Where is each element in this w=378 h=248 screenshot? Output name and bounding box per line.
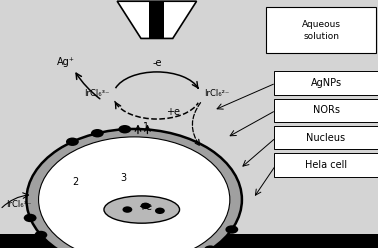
FancyBboxPatch shape: [274, 126, 378, 149]
Polygon shape: [149, 1, 164, 38]
Circle shape: [122, 206, 132, 213]
Circle shape: [66, 138, 79, 146]
Ellipse shape: [104, 196, 180, 223]
Text: NORs: NORs: [313, 105, 339, 115]
Text: 2: 2: [72, 177, 78, 187]
Circle shape: [225, 225, 238, 234]
Text: Hela cell: Hela cell: [305, 160, 347, 170]
FancyBboxPatch shape: [274, 98, 378, 122]
Circle shape: [26, 129, 242, 248]
Text: AgNPs: AgNPs: [310, 78, 342, 88]
Circle shape: [24, 214, 37, 222]
Polygon shape: [117, 1, 197, 38]
Text: Ag⁺: Ag⁺: [57, 57, 75, 67]
Circle shape: [155, 208, 165, 214]
Text: IrCl₆²⁻: IrCl₆²⁻: [204, 89, 229, 97]
Bar: [0, 234, 378, 248]
Circle shape: [91, 129, 104, 137]
Text: +e: +e: [166, 107, 180, 117]
Text: IrCl₆³⁻: IrCl₆³⁻: [84, 89, 110, 97]
Circle shape: [204, 246, 217, 248]
FancyBboxPatch shape: [266, 7, 376, 53]
Circle shape: [141, 203, 150, 209]
FancyBboxPatch shape: [274, 71, 378, 95]
Text: Aqueous
solution: Aqueous solution: [302, 20, 341, 41]
Circle shape: [39, 137, 230, 248]
Text: -e: -e: [152, 58, 162, 68]
FancyBboxPatch shape: [274, 153, 378, 177]
Text: +e: +e: [138, 202, 153, 212]
Text: 1: 1: [143, 122, 149, 131]
Text: IrCl₆³⁻: IrCl₆³⁻: [6, 200, 31, 209]
Circle shape: [34, 231, 47, 239]
Circle shape: [118, 125, 131, 133]
Text: 3: 3: [120, 173, 127, 184]
Text: Nucleus: Nucleus: [307, 133, 345, 143]
